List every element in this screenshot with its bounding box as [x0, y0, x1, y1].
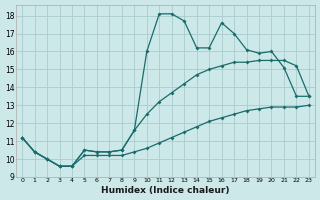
X-axis label: Humidex (Indice chaleur): Humidex (Indice chaleur): [101, 186, 230, 195]
